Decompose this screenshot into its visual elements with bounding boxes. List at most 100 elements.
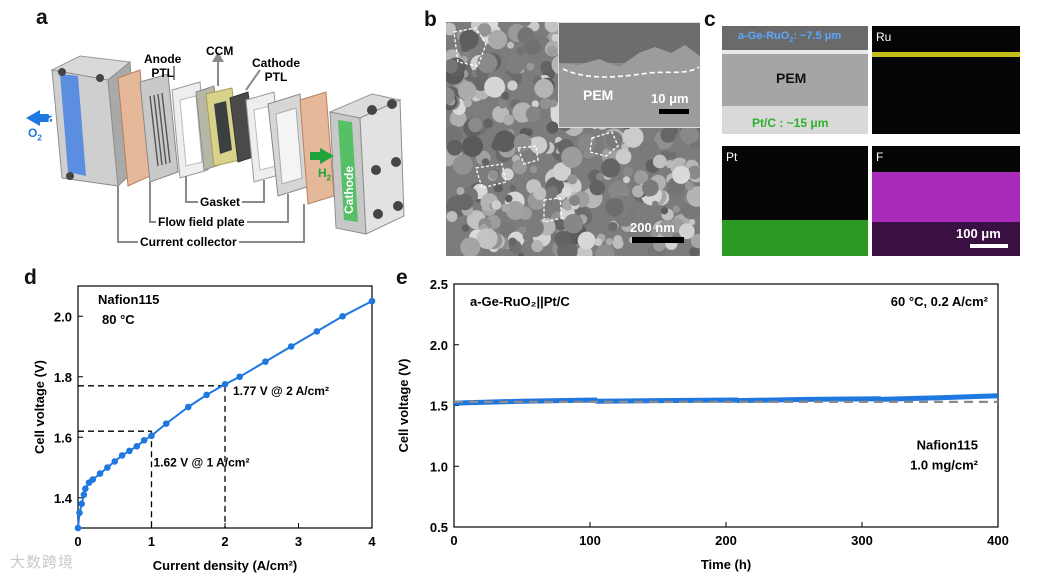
ptc-thickness-label: Pt/C : ~15 μm — [752, 116, 829, 130]
watermark: 大数跨境 — [10, 553, 75, 571]
main-scale-label: 200 nm — [630, 220, 675, 235]
data-point — [368, 297, 376, 305]
pem-label-c: PEM — [776, 70, 807, 86]
annotation-membrane: Nafion115 — [917, 438, 978, 453]
x-tick-label: 400 — [987, 533, 1009, 548]
particle-outline — [453, 27, 487, 67]
data-point — [140, 436, 148, 444]
data-point — [96, 470, 104, 477]
sem-inset: PEM 10 μm — [558, 22, 700, 128]
data-point — [148, 432, 155, 440]
annotation-conditions: 60 °C, 0.2 A/cm² — [891, 294, 989, 309]
y-tick-label: 0.5 — [430, 520, 448, 535]
ruo2-thickness-label: a-Ge-RuO2: ~7.5 μm — [738, 30, 842, 45]
o2-label: O2 — [28, 126, 42, 143]
eds-scale-bar — [970, 244, 1008, 248]
eds-map-f: F 100 μm — [872, 146, 1020, 256]
y-tick-label: 1.8 — [54, 370, 72, 385]
stability-line — [453, 393, 999, 406]
data-point — [89, 476, 96, 483]
y-tick-label: 1.4 — [54, 491, 73, 506]
panel-letter-c: c — [704, 8, 716, 31]
pt-map-label: Pt — [726, 150, 738, 164]
annotation-catalyst: a-Ge-RuO₂||Pt/C — [470, 294, 570, 309]
annotation-2a: 1.77 V @ 2 A/cm² — [233, 384, 329, 398]
inset-pem-label: PEM — [583, 87, 614, 103]
polarization-chart: 0 1 2 3 4 1.4 1.6 1.8 2.0 Current density (A/cm²)… — [32, 285, 376, 573]
data-point — [287, 343, 295, 350]
particle-outline — [589, 131, 619, 157]
eds-map-pt: Pt — [722, 146, 868, 256]
x-tick-label: 0 — [74, 534, 81, 549]
y-tick-label: 2.0 — [54, 309, 72, 324]
data-point — [262, 358, 269, 365]
stability-chart: 0 100 200 300 400 0.5 1.0 1.5 2.0 2.5 Time (h) Cell… — [396, 277, 1009, 572]
y-axis-label: Cell voltage (V) — [396, 359, 411, 453]
eds-map-ru: Ru — [872, 26, 1020, 134]
electrolyzer-schematic — [26, 52, 405, 243]
ccm-label: CCM — [206, 44, 234, 58]
anode-plate-label: Anode — [44, 102, 58, 140]
x-tick-label: 3 — [295, 534, 302, 549]
current-collector-label: Current collector — [138, 235, 239, 249]
data-point — [184, 403, 192, 411]
data-point — [339, 312, 346, 320]
h2-label: H2 — [318, 166, 332, 183]
sem-image-b: PEM 10 μm 200 nm — [446, 22, 700, 256]
plot-frame — [453, 283, 999, 528]
y-tick-label: 1.6 — [54, 430, 72, 445]
y-tick-label: 2.5 — [430, 277, 448, 292]
y-axis-label: Cell voltage (V) — [32, 360, 47, 454]
data-point — [78, 500, 85, 508]
x-axis-label: Current density (A/cm²) — [153, 558, 297, 573]
sem-cross-section: a-Ge-RuO2: ~7.5 μm PEM Pt/C : ~15 μm — [722, 26, 868, 134]
annotation-temperature: 80 °C — [102, 312, 135, 327]
particle-outline — [517, 145, 539, 165]
x-tick-label: 2 — [221, 534, 228, 549]
polarization-line — [77, 300, 373, 529]
cathode-plate-label: Cathode — [342, 166, 356, 214]
gasket-label: Gasket — [198, 195, 243, 209]
data-point — [118, 452, 126, 459]
data-point — [133, 443, 141, 450]
inset-scale-label: 10 μm — [651, 91, 689, 106]
data-point — [111, 458, 119, 465]
data-point — [236, 373, 243, 381]
x-tick-label: 100 — [579, 533, 601, 548]
panel-letter-b: b — [424, 8, 437, 31]
data-point — [74, 524, 82, 532]
eds-scale-label: 100 μm — [956, 226, 1001, 241]
data-point — [126, 447, 133, 455]
panel-letter-d: d — [24, 266, 37, 289]
x-tick-label: 300 — [851, 533, 873, 548]
y-tick-label: 1.0 — [430, 459, 448, 474]
x-tick-label: 1 — [148, 534, 155, 549]
x-tick-label: 0 — [450, 533, 457, 548]
data-point — [313, 328, 321, 335]
data-point — [80, 491, 88, 499]
cathode-ptl-label: Cathode PTL — [252, 56, 300, 84]
x-axis-label: Time (h) — [701, 557, 751, 572]
data-point — [104, 464, 111, 471]
panel-letter-e: e — [396, 266, 408, 289]
inset-scale-bar — [659, 109, 689, 114]
anode-ptl-label: Anode PTL — [144, 52, 182, 80]
particle-outline — [475, 163, 507, 189]
x-tick-label: 4 — [368, 534, 376, 549]
data-point — [221, 381, 229, 388]
particle-outline — [543, 197, 563, 223]
x-tick-label: 200 — [715, 533, 737, 548]
y-tick-label: 2.0 — [430, 338, 448, 353]
annotation-loading: 1.0 mg/cm² — [910, 458, 979, 473]
ru-map-label: Ru — [876, 30, 892, 44]
y-tick-label: 1.5 — [430, 399, 448, 414]
data-point — [76, 509, 83, 517]
annotation-membrane: Nafion115 — [98, 292, 159, 307]
data-point — [203, 391, 210, 399]
flow-field-plate-label: Flow field plate — [156, 215, 247, 229]
f-map-label: F — [876, 150, 884, 164]
data-point — [82, 485, 89, 492]
panel-letter-a: a — [36, 6, 48, 29]
main-scale-bar — [632, 237, 684, 243]
data-point — [162, 420, 170, 427]
